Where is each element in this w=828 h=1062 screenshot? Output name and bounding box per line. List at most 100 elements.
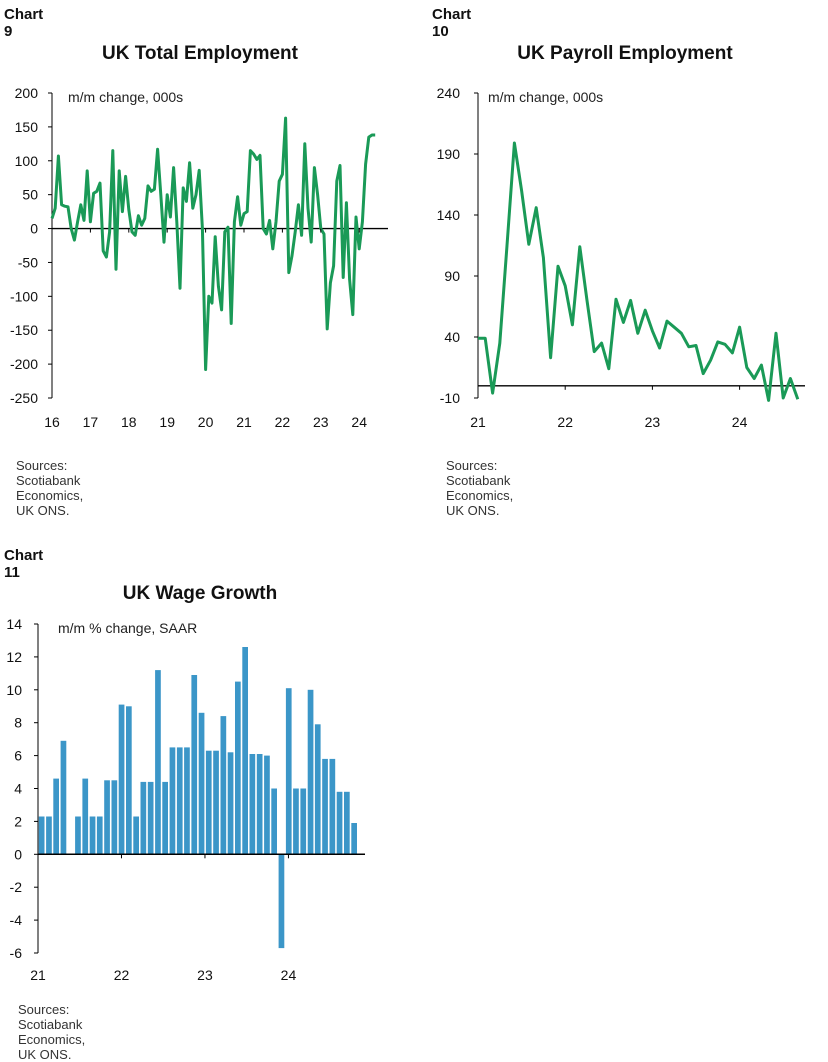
chart11-bar: [118, 704, 125, 855]
chart11-bar: [162, 781, 168, 855]
chart11-bar: [344, 791, 350, 855]
chart9-y-tick-label: -150: [10, 322, 38, 338]
chart9-plot: 200 150 100 50 0 -50 -100 -150 -200 -250 16 17 18 19 2…: [10, 85, 388, 430]
chart11-bar: [205, 750, 212, 855]
chart11-bar: [285, 688, 292, 855]
chart11-bar: [133, 816, 139, 855]
chart9-source: Sources: Scotiabank Economics, UK ONS.: [16, 458, 84, 518]
chart11-bar: [46, 816, 52, 855]
chart11-y-tick-label: 6: [14, 748, 22, 764]
chart10-number: Chart 10: [432, 6, 472, 40]
chart11-bar: [249, 754, 256, 855]
chart10-x-tick-label: 24: [732, 414, 748, 430]
chart9-x-tick-label: 19: [159, 414, 175, 430]
chart9-x-tick-label: 20: [198, 414, 214, 430]
chart10-y-tick-label: 190: [437, 146, 461, 162]
chart11-bar: [104, 780, 110, 855]
chart11-title: UK Wage Growth: [122, 583, 278, 604]
chart9-title: UK Total Employment: [102, 43, 298, 64]
chart10-x-tick-label: 22: [557, 414, 573, 430]
chart9-y-tick-label: 100: [15, 153, 39, 169]
chart11-axis-unit-label: m/m % change, SAAR: [58, 620, 197, 636]
chart9-y-tick-label: -250: [10, 390, 38, 406]
chart11-bar: [198, 712, 205, 855]
chart10-axis-unit-label: m/m change, 000s: [488, 89, 603, 105]
chart9-x-tick-label: 16: [44, 414, 60, 430]
chart11-bar: [322, 758, 328, 855]
chart11-bar: [314, 724, 321, 855]
chart9-number: Chart 9: [4, 6, 44, 40]
chart9-y-tick-label: 150: [15, 119, 39, 135]
chart11-bar: [213, 750, 219, 855]
chart11-x-tick-label: 24: [281, 967, 297, 983]
chart11-plot: 14 12 10 8 6 4 2 0 -2 -4 -6 21 22 23 24 m/m % change, S…: [6, 616, 365, 983]
chart11-number: Chart 11: [4, 547, 44, 581]
chart11-bar: [126, 706, 132, 855]
chart11-bar: [293, 788, 299, 855]
chart11-x-tick-label: 21: [30, 967, 46, 983]
chart11-bar: [111, 780, 118, 855]
chart11-bar: [336, 791, 343, 855]
chart11-y-tick-label: 2: [14, 813, 22, 829]
chart11-source: Sources: Scotiabank Economics, UK ONS.: [18, 1002, 86, 1062]
chart11-x-tick-label: 23: [197, 967, 213, 983]
chart9-x-tick-label: 18: [121, 414, 137, 430]
chart9-y-tick-label: -100: [10, 288, 38, 304]
chart11-bar: [329, 758, 336, 855]
chart11-bar: [242, 647, 248, 855]
chart10-y-tick-label: 140: [437, 207, 461, 223]
chart9-y-tick-label: 200: [15, 85, 39, 101]
chart9-x-tick-label: 22: [275, 414, 291, 430]
chart9-axis-unit-label: m/m change, 000s: [68, 89, 183, 105]
chart11-bar: [191, 675, 198, 855]
chart10-title: UK Payroll Employment: [517, 43, 733, 64]
chart9-x-tick-label: 24: [351, 414, 367, 430]
chart10-y-tick-label: 240: [437, 85, 461, 101]
chart11-bar: [256, 754, 263, 855]
chart11-bar: [220, 716, 227, 855]
chart10-y-tick-label: 40: [444, 329, 460, 345]
chart11-bar: [147, 781, 154, 855]
chart11-bar: [278, 854, 285, 949]
chart11-bar: [351, 823, 357, 855]
chart11-bar: [235, 681, 241, 855]
chart11-y-tick-label: 14: [6, 616, 22, 632]
chart11-bar: [53, 778, 59, 855]
chart9-y-tick-label: -50: [18, 254, 38, 270]
chart10-y-tick-label: 90: [444, 268, 460, 284]
chart11-bar: [38, 816, 45, 855]
chart11-y-tick-label: 12: [6, 649, 22, 665]
chart11-y-tick-label: 10: [6, 682, 22, 698]
chart9-x-tick-label: 23: [313, 414, 329, 430]
chart11-bar: [60, 740, 67, 855]
chart9-y-tick-label: 50: [22, 187, 38, 203]
chart11-y-tick-label: 0: [14, 846, 22, 862]
chart9-x-tick-label: 17: [83, 414, 99, 430]
chart10-source: Sources: Scotiabank Economics, UK ONS.: [446, 458, 514, 518]
chart11-bar: [300, 788, 307, 855]
chart11-x-tick-label: 22: [114, 967, 130, 983]
chart11-y-tick-label: 8: [14, 715, 22, 731]
chart11-bar: [184, 747, 190, 855]
chart9-y-tick-label: 0: [30, 221, 38, 237]
chart9-y-tick-label: -200: [10, 356, 38, 372]
chart11-bar: [140, 781, 147, 855]
chart11-y-tick-label: -6: [10, 945, 23, 961]
chart10-series-line: [478, 141, 800, 402]
chart11-bar: [75, 816, 81, 855]
chart11-bar: [96, 816, 103, 855]
chart11-bar: [227, 752, 234, 855]
chart11-bar: [155, 670, 161, 855]
chart11-y-tick-label: 4: [14, 781, 22, 797]
chart10-x-tick-label: 23: [645, 414, 661, 430]
chart11-bar: [176, 747, 183, 855]
chart10-plot: 240 190 140 90 40 -10 21 22 23 24 m/m change, 000s: [437, 85, 805, 430]
chart10-y-tick-label: -10: [440, 390, 460, 406]
chart11-bar: [264, 755, 270, 855]
chart10-x-tick-label: 21: [470, 414, 486, 430]
chart11-bar: [271, 788, 277, 855]
chart9-series-line: [50, 116, 376, 371]
chart11-bar: [307, 689, 314, 855]
chart9-x-tick-label: 21: [236, 414, 252, 430]
chart11-bar: [169, 747, 176, 855]
